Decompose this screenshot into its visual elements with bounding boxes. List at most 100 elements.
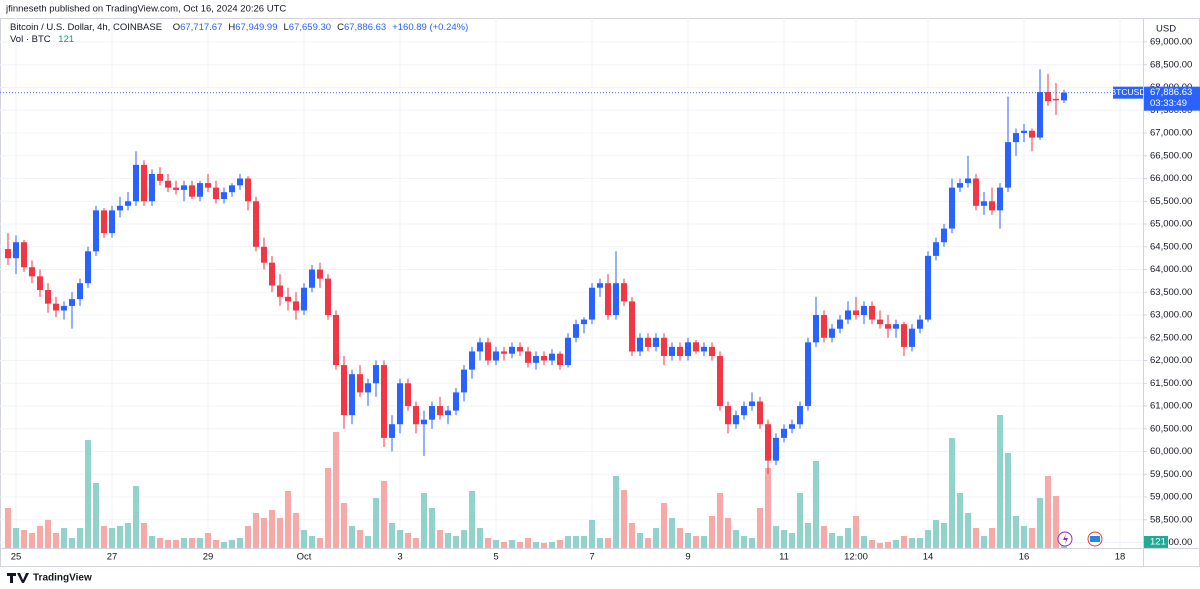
candle-body (157, 173, 163, 181)
volume-bar (749, 538, 755, 548)
volume-bar (293, 513, 299, 548)
candle-body (77, 283, 83, 300)
volume-bar (285, 491, 291, 548)
candle-body (853, 310, 859, 316)
volume-bar (925, 530, 931, 548)
legend-volume: Vol · BTC 121 (10, 34, 74, 45)
candle-body (709, 346, 715, 356)
volume-bar (437, 530, 443, 548)
volume-bar (397, 530, 403, 548)
candle-body (413, 406, 419, 425)
candle-body (133, 164, 139, 202)
volume-bar (885, 542, 891, 548)
candle-body (173, 187, 179, 190)
last-price-countdown: 03:33:49 (1150, 98, 1187, 109)
volume-bar (517, 542, 523, 548)
candle-body (389, 424, 395, 438)
volume-bar (77, 528, 83, 548)
candle-body (525, 351, 531, 363)
candle-body (893, 324, 899, 329)
candle-body (61, 305, 67, 311)
y-tick-label: 61,000.00 (1150, 401, 1192, 412)
candle-body (37, 276, 43, 291)
candle-body (1029, 130, 1035, 138)
candle-body (101, 210, 107, 234)
candle-body (677, 346, 683, 356)
candle-body (141, 164, 147, 202)
candle-layer (0, 69, 1143, 475)
candle-body (845, 310, 851, 320)
volume-bar (13, 528, 19, 548)
y-tick-label: 64,500.00 (1150, 241, 1192, 252)
volume-bar (989, 528, 995, 548)
legend-key: H (228, 22, 235, 33)
volume-bar (533, 542, 539, 548)
candle-body (637, 337, 643, 352)
y-tick-label: 67,000.00 (1150, 128, 1192, 139)
x-tick-label: 7 (589, 552, 594, 563)
volume-bar (525, 538, 531, 548)
candle-body (501, 351, 507, 354)
volume-bar (973, 528, 979, 548)
candle-body (613, 283, 619, 316)
x-tick-label: 11 (779, 552, 789, 563)
volume-layer (5, 415, 1067, 548)
candle-body (829, 328, 835, 338)
x-tick-label: Oct (297, 552, 312, 563)
candle-body (205, 183, 211, 188)
candle-body (93, 210, 99, 252)
volume-bar (445, 533, 451, 548)
volume-bar (181, 538, 187, 548)
candle-body (357, 374, 363, 393)
candle-body (781, 428, 787, 438)
volume-bar (221, 542, 227, 548)
volume-bar (205, 533, 211, 548)
candle-body (317, 269, 323, 279)
candle-body (253, 201, 259, 247)
volume-bar (373, 498, 379, 548)
volume-bar (997, 415, 1003, 548)
candle-body (597, 283, 603, 288)
candle-body (1045, 92, 1051, 102)
volume-bar (941, 523, 947, 548)
volume-bar (269, 510, 275, 548)
candle-body (517, 346, 523, 352)
candle-body (85, 251, 91, 284)
y-tick-label: 58,500.00 (1150, 514, 1192, 525)
volume-bar (5, 508, 11, 548)
price-axis-unit: USD (1156, 24, 1176, 35)
candle-body (485, 342, 491, 361)
y-tick-label: 58,000.00 (1150, 537, 1192, 548)
candle-body (997, 187, 1003, 211)
candle-body (757, 401, 763, 425)
candle-body (693, 342, 699, 352)
x-tick-label: 16 (1019, 552, 1030, 563)
candle-body (685, 342, 691, 356)
candle-body (477, 342, 483, 352)
candle-body (877, 319, 883, 325)
candle-body (861, 305, 867, 316)
volume-bar (901, 536, 907, 548)
volume-bar (61, 528, 67, 548)
volume-bar (757, 508, 763, 548)
last-volume-label: 121 (1150, 536, 1166, 547)
candle-body (189, 185, 195, 197)
volume-bar (149, 536, 155, 548)
footer-brand: TradingView (33, 573, 92, 584)
candle-body (109, 210, 115, 234)
candle-body (453, 392, 459, 411)
y-tick-label: 69,000.00 (1150, 37, 1192, 48)
volume-bar (717, 493, 723, 548)
volume-bar (813, 461, 819, 548)
candle-body (557, 353, 563, 366)
candle-body (421, 419, 427, 425)
volume-bar (197, 538, 203, 548)
x-tick-label: 3 (397, 552, 402, 563)
volume-bar (237, 538, 243, 548)
volume-bar (253, 513, 259, 548)
volume-bar (405, 533, 411, 548)
y-tick-label: 62,500.00 (1150, 332, 1192, 343)
candle-body (933, 242, 939, 256)
candle-body (973, 178, 979, 206)
volume-bar (21, 530, 27, 548)
